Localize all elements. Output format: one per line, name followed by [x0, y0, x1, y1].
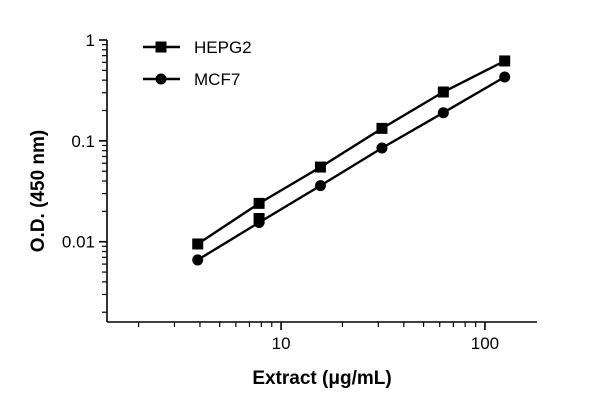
series-line-mcf7: [197, 75, 506, 261]
x-axis-title: Extract (μg/mL): [252, 368, 391, 389]
data-point-mcf7: [314, 180, 326, 192]
series-mcf7: [192, 71, 511, 266]
data-point-hepg2: [253, 197, 265, 209]
data-point-mcf7: [499, 71, 511, 83]
data-point-hepg2: [376, 122, 388, 134]
axes: 0.01 0.1 1 10 100: [62, 31, 537, 353]
y-axis-title: O.D. (450 nm): [28, 130, 49, 252]
data-point-hepg2: [437, 86, 449, 98]
data-point-mcf7: [253, 217, 265, 229]
y-tick-label: 1: [86, 31, 95, 50]
legend-item-mcf7: MCF7: [143, 70, 240, 89]
data-point-mcf7: [192, 254, 204, 266]
data-point-hepg2: [499, 55, 511, 67]
legend-label-hepg2: HEPG2: [194, 38, 252, 57]
x-tick-label: 100: [471, 334, 499, 353]
legend-marker-mcf7: [155, 73, 167, 85]
series-layer: [192, 55, 511, 266]
legend-label-mcf7: MCF7: [194, 70, 240, 89]
series-line-hepg2: [197, 59, 506, 246]
y-tick-label: 0.01: [62, 233, 95, 252]
legend-item-hepg2: HEPG2: [143, 38, 252, 57]
data-point-mcf7: [376, 142, 388, 154]
y-tick-label: 0.1: [71, 132, 95, 151]
data-point-hepg2: [314, 161, 326, 173]
legend-marker-hepg2: [155, 41, 167, 53]
x-tick-label: 10: [272, 334, 291, 353]
legend: HEPG2 MCF7: [143, 38, 252, 89]
data-point-mcf7: [437, 107, 449, 119]
data-point-hepg2: [192, 238, 204, 250]
